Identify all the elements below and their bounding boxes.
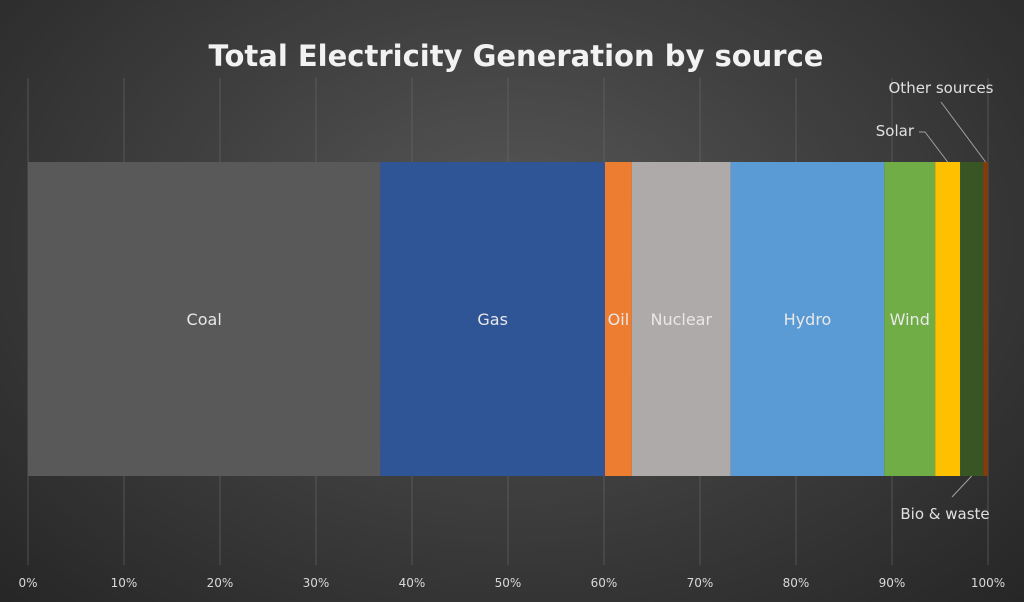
chart-title: Total Electricity Generation by source (209, 39, 824, 73)
x-tick-label: 70% (687, 576, 714, 590)
bar-segment-oil (604, 162, 632, 476)
x-tick-label: 10% (111, 576, 138, 590)
bar-segment-nuclear (631, 162, 731, 476)
bar-segment-other-sources (983, 162, 988, 476)
bar-segment-hydro (730, 162, 885, 476)
bar-segment-gas (380, 162, 605, 476)
x-tick-label: 30% (303, 576, 330, 590)
segment-label: Coal (187, 310, 222, 329)
bar-segment-solar (935, 162, 961, 476)
leader-line (940, 101, 987, 163)
bar-segment-bio-waste (960, 162, 984, 476)
x-tick-label: 60% (591, 576, 618, 590)
bar-segment-coal (28, 162, 381, 476)
x-tick-label: 90% (879, 576, 906, 590)
leader-line (951, 475, 973, 498)
callout-label: Bio & waste (900, 505, 989, 523)
x-tick-label: 100% (971, 576, 1005, 590)
segment-label: Nuclear (650, 310, 712, 329)
segment-label: Wind (890, 310, 930, 329)
segment-label: Oil (608, 310, 629, 329)
x-tick-label: 0% (18, 576, 37, 590)
x-tick-label: 40% (399, 576, 426, 590)
x-tick-label: 20% (207, 576, 234, 590)
segment-label: Gas (477, 310, 508, 329)
leader-line (919, 131, 949, 163)
callout-label: Other sources (889, 79, 994, 97)
x-tick-label: 50% (495, 576, 522, 590)
callout-label: Solar (876, 122, 915, 140)
segment-label: Hydro (784, 310, 832, 329)
bar-segment-wind (884, 162, 936, 476)
x-tick-label: 80% (783, 576, 810, 590)
